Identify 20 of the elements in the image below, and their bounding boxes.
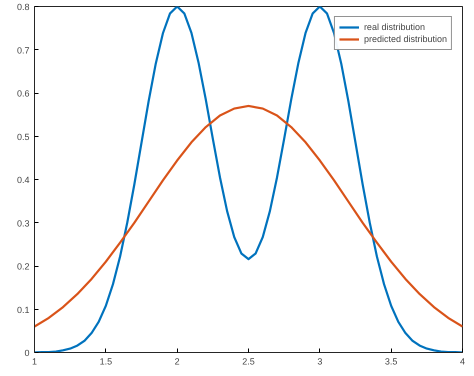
x-tick-label: 4	[460, 356, 466, 366]
legend-label: predicted distribution	[364, 33, 447, 45]
y-tick-label: 0.7	[16, 45, 30, 56]
x-tick-label: 2.5	[242, 356, 255, 366]
y-tick-label: 0.5	[16, 132, 30, 142]
y-tick-label: 0.2	[16, 262, 30, 272]
x-tick-label: 1.5	[100, 356, 112, 366]
line-series	[34, 104, 462, 328]
line-series	[34, 6, 462, 352]
x-tick-label: 2	[174, 356, 180, 366]
legend-label: real distribution	[364, 21, 425, 33]
x-tick-label: 3	[317, 356, 322, 366]
y-tick-label: 0.3	[16, 218, 30, 228]
y-tick-label: 0	[24, 348, 30, 358]
x-tick-label: 1	[32, 356, 38, 366]
x-tick-label: 3.5	[384, 356, 398, 366]
y-tick-label: 0.1	[16, 304, 30, 315]
y-tick-label: 0.8	[16, 2, 30, 12]
y-tick-label: 0.6	[16, 88, 30, 98]
y-tick-label: 0.4	[16, 175, 30, 185]
